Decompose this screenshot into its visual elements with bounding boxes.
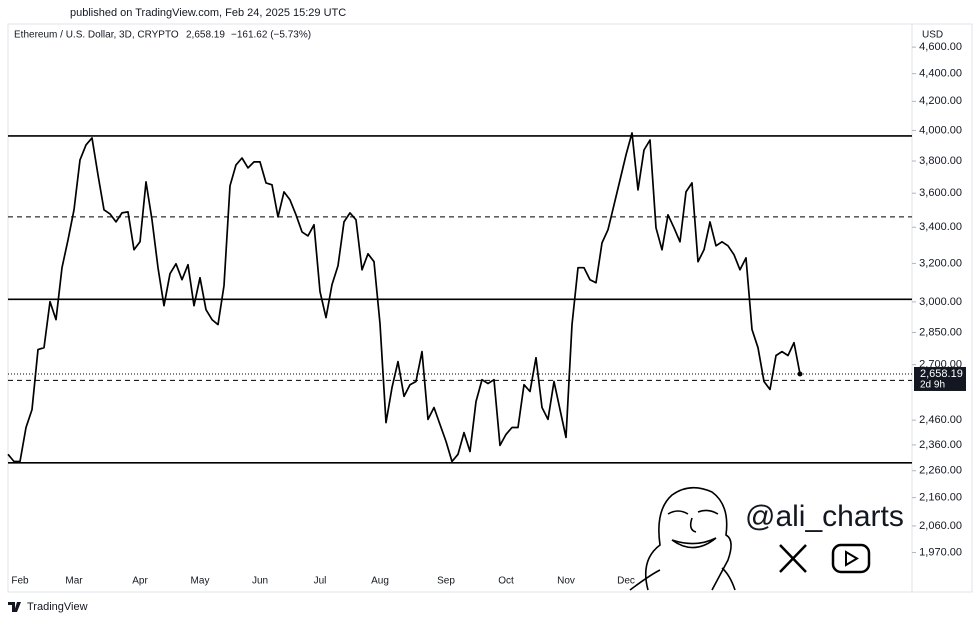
y-tick-label: 3,000.00 (919, 296, 962, 308)
x-tick-label: May (191, 576, 210, 587)
y-tick-label: 2,360.00 (919, 439, 962, 451)
y-tick-label: 2,850.00 (919, 326, 962, 338)
x-tick-label: Jun (252, 576, 268, 587)
y-tick-label: 4,400.00 (919, 68, 962, 80)
mascot (629, 486, 736, 591)
currency: USD (922, 30, 943, 41)
brand-name: TradingView (27, 601, 88, 613)
y-tick-label: 3,200.00 (919, 257, 962, 269)
x-tick-label: Feb (11, 576, 29, 587)
y-tick-label: 4,200.00 (919, 95, 962, 107)
price-tag (914, 366, 966, 391)
y-tick-label: 3,400.00 (919, 221, 962, 233)
frame (7, 23, 973, 593)
y-tick-label: 3,800.00 (919, 155, 962, 167)
price-line (7, 132, 801, 463)
eyes (667, 509, 719, 515)
y-tick-label: 2,160.00 (919, 492, 962, 504)
watermark: @ali_charts (745, 500, 904, 533)
youtube-frame (831, 543, 871, 574)
x-tick-label: Aug (371, 576, 389, 587)
x-tick-label: Mar (65, 576, 83, 587)
youtube-icon (831, 543, 871, 574)
y-tick-label: 3,600.00 (919, 187, 962, 199)
published-note: published on TradingView.com, Feb 24, 20… (70, 7, 346, 19)
y-tick-label: 1,970.00 (919, 546, 962, 558)
smile (671, 537, 717, 549)
y-tick-label: 4,000.00 (919, 124, 962, 136)
price-tag-label: 2,658.19 (920, 368, 963, 380)
x-icon-stroke (779, 544, 807, 573)
price-change: −161.62 (−5.73%) (231, 30, 311, 41)
y-tick-label: 2,260.00 (919, 465, 962, 477)
nose (689, 517, 697, 533)
youtube-play (845, 550, 859, 567)
chart-title: Ethereum / U.S. Dollar, 3D, CRYPTO (14, 30, 179, 41)
brand-logo (8, 602, 21, 612)
y-tick-label: 4,600.00 (919, 41, 962, 53)
x-tick-label: Nov (557, 576, 575, 587)
brand: TradingView (8, 601, 88, 613)
x-tick-label: Jul (314, 576, 327, 587)
price-tag-countdown: 2d 9h (920, 380, 945, 391)
last-price: 2,658.19 (186, 30, 225, 41)
x-tick-label: Dec (617, 576, 635, 587)
x-tick-label: Sep (437, 576, 455, 587)
x-icon (779, 544, 807, 573)
face-outline (644, 486, 732, 591)
x-tick-label: Apr (132, 576, 148, 587)
y-tick-label: 2,460.00 (919, 414, 962, 426)
y-tick-label: 2,060.00 (919, 520, 962, 532)
x-tick-label: Oct (498, 576, 514, 587)
shoulders (629, 567, 736, 591)
